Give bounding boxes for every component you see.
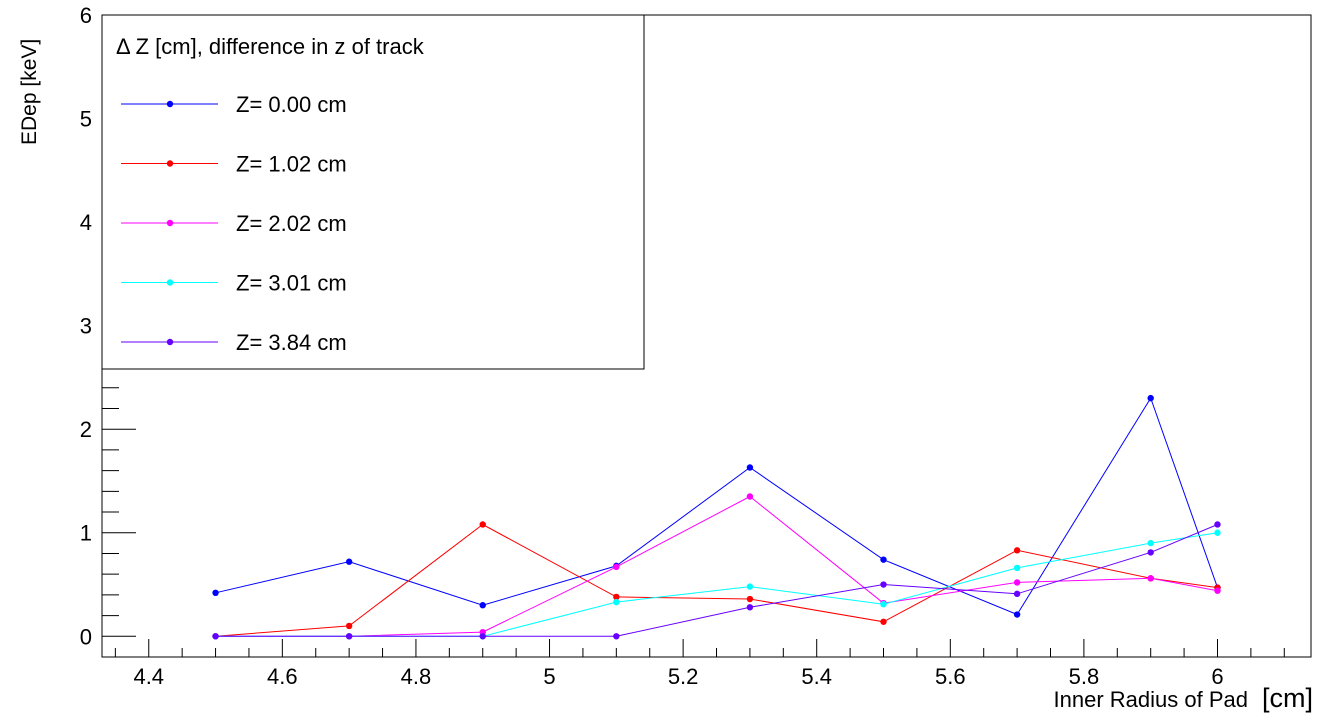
data-point (1214, 587, 1221, 594)
x-axis: 4.4 4.6 4.8 5 5.2 5.4 5.6 5.8 6 (114, 639, 1285, 689)
data-point (1147, 549, 1154, 556)
series-line-3 (215, 495, 1218, 637)
y-tick-label: 4 (80, 210, 92, 235)
legend-items: Z= 0.00 cm Z= 1.02 cm Z= 2.02 cm Z= 3.01 cm… (121, 92, 347, 355)
data-point (1147, 575, 1154, 582)
y-axis-title: EDep [keV] (18, 39, 41, 145)
legend-marker (166, 219, 174, 227)
data-point (345, 633, 353, 640)
x-tick-label: 5 (543, 664, 555, 689)
y-tick-label: 5 (80, 107, 92, 132)
legend-marker (166, 279, 174, 286)
data-point (613, 563, 620, 571)
data-point (212, 633, 219, 640)
legend-label: Z= 1.02 cm (236, 152, 347, 177)
data-point (479, 521, 486, 528)
data-point (1214, 529, 1221, 536)
data-point (880, 556, 887, 563)
data-point (345, 558, 353, 565)
legend-label: Z= 0.00 cm (236, 92, 347, 117)
x-tick-label: 4.4 (133, 664, 164, 689)
data-point (746, 595, 754, 603)
data-point (479, 602, 486, 609)
legend-marker (166, 100, 174, 108)
data-point (613, 633, 620, 640)
y-tick-label: 2 (80, 417, 92, 442)
data-point (746, 493, 754, 500)
data-point (1214, 521, 1221, 528)
legend-marker (166, 338, 174, 346)
data-point (1147, 539, 1154, 547)
data-point (746, 464, 754, 471)
legend-marker (166, 160, 174, 167)
data-point (1147, 394, 1154, 402)
data-point (613, 598, 620, 606)
data-point (880, 618, 887, 625)
data-point (1013, 590, 1021, 598)
data-point (479, 633, 486, 640)
data-point (212, 589, 219, 596)
data-point (345, 622, 353, 630)
legend-label: Z= 3.84 cm (236, 330, 347, 355)
x-tick-label: 5.2 (668, 664, 699, 689)
legend-label: Z= 2.02 cm (236, 211, 347, 236)
x-tick-label: 6 (1211, 664, 1223, 689)
legend-label: Z= 3.01 cm (236, 271, 347, 296)
data-point (613, 593, 620, 601)
legend-box (101, 14, 645, 370)
x-tick-label: 5.8 (1069, 664, 1100, 689)
data-point (880, 581, 887, 588)
data-point (1013, 564, 1021, 572)
series-layer (212, 394, 1221, 640)
legend: Δ Z [cm], difference in z of track Z= 0.… (101, 14, 645, 370)
data-point (880, 600, 887, 608)
y-tick-label: 6 (80, 3, 92, 28)
y-tick-label: 0 (80, 624, 92, 649)
x-tick-label: 5.4 (801, 664, 832, 689)
x-axis-unit: [cm] (1262, 683, 1313, 713)
x-tick-label: 4.8 (401, 664, 432, 689)
x-axis-title: Inner Radius of Pad (1054, 687, 1248, 712)
data-point (746, 583, 754, 590)
series-line-1 (215, 396, 1218, 616)
legend-header: Δ Z [cm], difference in z of track (116, 34, 425, 59)
data-point (746, 604, 754, 611)
y-tick-label: 1 (80, 521, 92, 546)
series-line-4 (215, 532, 1218, 637)
data-point (1013, 579, 1021, 586)
data-point (1013, 611, 1021, 618)
x-tick-label: 5.6 (935, 664, 966, 689)
data-point (1013, 547, 1021, 554)
x-tick-label: 4.6 (267, 664, 298, 689)
y-tick-label: 3 (80, 314, 92, 339)
